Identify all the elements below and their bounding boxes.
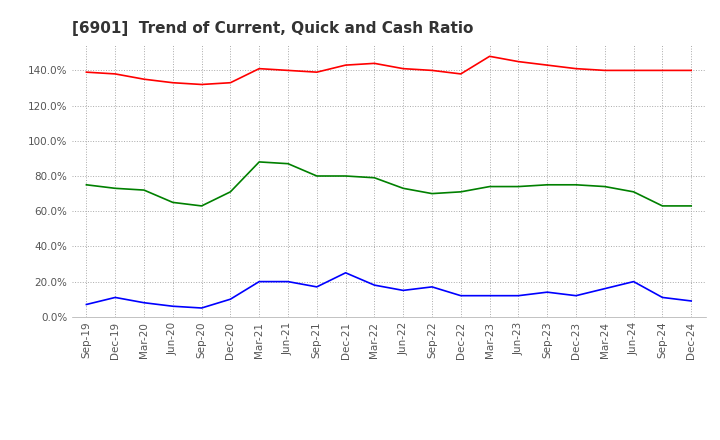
Current Ratio bbox=[572, 66, 580, 71]
Current Ratio bbox=[226, 80, 235, 85]
Cash Ratio bbox=[255, 279, 264, 284]
Quick Ratio bbox=[82, 182, 91, 187]
Quick Ratio bbox=[658, 203, 667, 209]
Current Ratio bbox=[629, 68, 638, 73]
Cash Ratio bbox=[312, 284, 321, 290]
Current Ratio bbox=[456, 71, 465, 77]
Cash Ratio bbox=[168, 304, 177, 309]
Current Ratio bbox=[341, 62, 350, 68]
Cash Ratio bbox=[572, 293, 580, 298]
Current Ratio bbox=[284, 68, 292, 73]
Text: [6901]  Trend of Current, Quick and Cash Ratio: [6901] Trend of Current, Quick and Cash … bbox=[72, 21, 473, 36]
Quick Ratio bbox=[111, 186, 120, 191]
Cash Ratio bbox=[658, 295, 667, 300]
Quick Ratio bbox=[687, 203, 696, 209]
Current Ratio bbox=[543, 62, 552, 68]
Quick Ratio bbox=[514, 184, 523, 189]
Quick Ratio bbox=[226, 189, 235, 194]
Quick Ratio bbox=[140, 187, 148, 193]
Cash Ratio bbox=[284, 279, 292, 284]
Cash Ratio bbox=[629, 279, 638, 284]
Quick Ratio bbox=[399, 186, 408, 191]
Quick Ratio bbox=[456, 189, 465, 194]
Cash Ratio bbox=[514, 293, 523, 298]
Line: Cash Ratio: Cash Ratio bbox=[86, 273, 691, 308]
Quick Ratio bbox=[284, 161, 292, 166]
Cash Ratio bbox=[687, 298, 696, 304]
Cash Ratio bbox=[600, 286, 609, 291]
Current Ratio bbox=[687, 68, 696, 73]
Current Ratio bbox=[197, 82, 206, 87]
Quick Ratio bbox=[370, 175, 379, 180]
Cash Ratio bbox=[341, 270, 350, 275]
Cash Ratio bbox=[82, 302, 91, 307]
Line: Current Ratio: Current Ratio bbox=[86, 56, 691, 84]
Quick Ratio bbox=[600, 184, 609, 189]
Current Ratio bbox=[658, 68, 667, 73]
Cash Ratio bbox=[428, 284, 436, 290]
Cash Ratio bbox=[111, 295, 120, 300]
Cash Ratio bbox=[399, 288, 408, 293]
Current Ratio bbox=[514, 59, 523, 64]
Current Ratio bbox=[370, 61, 379, 66]
Cash Ratio bbox=[197, 305, 206, 311]
Cash Ratio bbox=[456, 293, 465, 298]
Cash Ratio bbox=[485, 293, 494, 298]
Current Ratio bbox=[312, 70, 321, 75]
Current Ratio bbox=[485, 54, 494, 59]
Cash Ratio bbox=[140, 300, 148, 305]
Cash Ratio bbox=[543, 290, 552, 295]
Current Ratio bbox=[255, 66, 264, 71]
Quick Ratio bbox=[428, 191, 436, 196]
Current Ratio bbox=[82, 70, 91, 75]
Current Ratio bbox=[428, 68, 436, 73]
Current Ratio bbox=[399, 66, 408, 71]
Cash Ratio bbox=[370, 282, 379, 288]
Quick Ratio bbox=[312, 173, 321, 179]
Quick Ratio bbox=[168, 200, 177, 205]
Line: Quick Ratio: Quick Ratio bbox=[86, 162, 691, 206]
Current Ratio bbox=[140, 77, 148, 82]
Current Ratio bbox=[111, 71, 120, 77]
Current Ratio bbox=[168, 80, 177, 85]
Quick Ratio bbox=[255, 159, 264, 165]
Quick Ratio bbox=[341, 173, 350, 179]
Cash Ratio bbox=[226, 297, 235, 302]
Quick Ratio bbox=[197, 203, 206, 209]
Current Ratio bbox=[600, 68, 609, 73]
Quick Ratio bbox=[629, 189, 638, 194]
Quick Ratio bbox=[485, 184, 494, 189]
Quick Ratio bbox=[543, 182, 552, 187]
Quick Ratio bbox=[572, 182, 580, 187]
